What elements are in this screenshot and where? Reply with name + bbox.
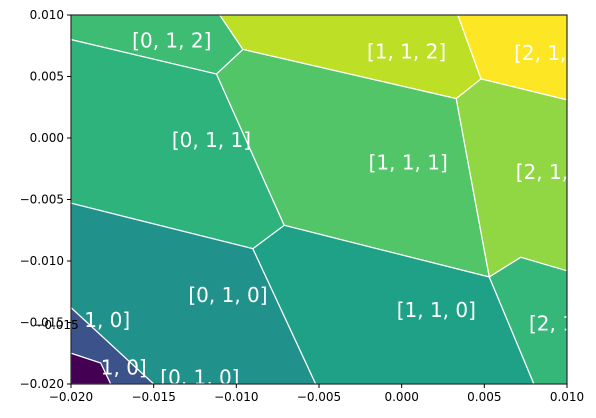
y-tick-label: 0.005	[30, 70, 64, 84]
y-tick-label: −0.015	[20, 316, 64, 330]
y-tick-label: −0.010	[20, 254, 64, 268]
voronoi-cell	[71, 352, 112, 384]
x-tick-label: 0.000	[384, 390, 418, 404]
y-tick-label: 0.010	[30, 8, 64, 22]
y-tick-label: −0.005	[20, 193, 64, 207]
cell-label: [2, 1, 0	[529, 311, 596, 335]
cell-label: [1, 1, 1]	[369, 150, 448, 174]
voronoi-cell	[488, 256, 567, 384]
y-tick-label: −0.020	[20, 377, 64, 391]
x-tick-label: −0.005	[297, 390, 341, 404]
y-tick-label: 0.000	[30, 131, 64, 145]
voronoi-cell	[71, 202, 317, 384]
ticks-layer: −0.020 −0.015 −0.010 −0.005 0.000 0.005 0.010 −…	[20, 8, 585, 404]
cell-label: [2, 1, 2]	[514, 41, 593, 65]
cell-label: 1, 0]	[101, 356, 147, 380]
cell-label: [1, 1, 2]	[367, 40, 446, 64]
x-tick-label: 0.005	[467, 390, 501, 404]
cell-label: [1, 1, 0]	[397, 298, 476, 322]
x-tick-label: −0.015	[131, 390, 175, 404]
cell-labels-layer: [0, 1, 2] [1, 1, 2] [2, 1, 2] [0, 1, 1] [1, …	[84, 29, 596, 390]
cells-layer	[71, 15, 567, 384]
cell-label: 1, 0]	[84, 308, 130, 332]
x-tick-label: −0.010	[214, 390, 258, 404]
cell-label: [0, 1, 0]	[160, 366, 239, 390]
cell-label: [0, 1, 0]	[188, 283, 267, 307]
x-tick-label: 0.010	[550, 390, 584, 404]
cell-label: [0, 1, 1]	[172, 128, 251, 152]
voronoi-cell	[457, 15, 567, 101]
cell-label: [2, 1, 1]	[516, 160, 595, 184]
x-tick-label: −0.020	[49, 390, 93, 404]
cell-label: [0, 1, 2]	[132, 29, 211, 53]
overlay-tick-label: −0.015	[34, 318, 78, 332]
